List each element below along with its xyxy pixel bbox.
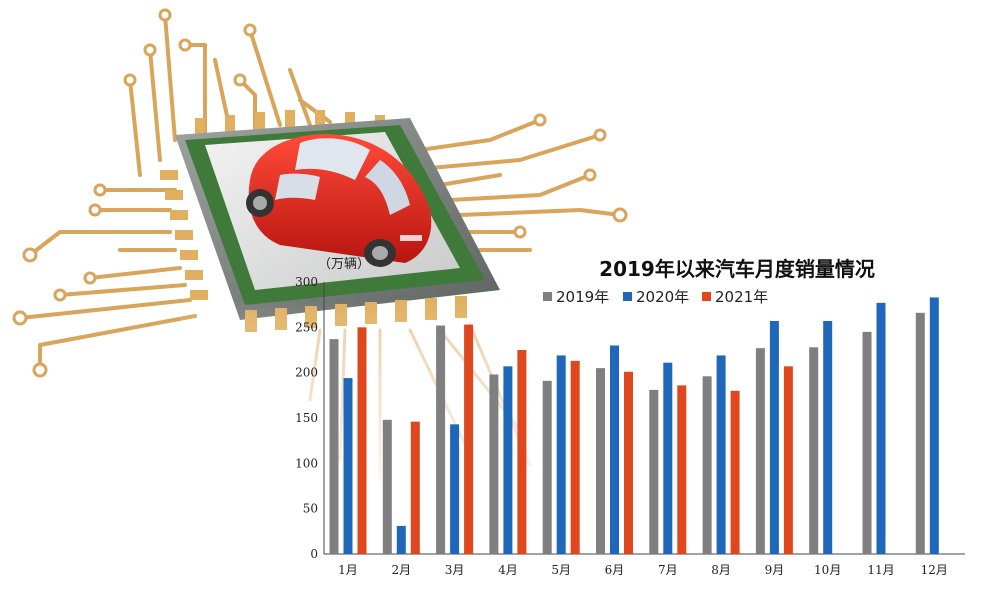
x-tick-label: 12月 — [921, 563, 948, 577]
bar — [716, 355, 726, 554]
bar — [769, 320, 779, 554]
bar — [915, 312, 925, 554]
bar — [730, 390, 740, 554]
bar — [649, 389, 659, 554]
bar — [783, 366, 793, 554]
bar — [677, 385, 687, 554]
x-tick-label: 10月 — [814, 563, 841, 577]
bar — [624, 371, 633, 554]
legend-label-2019: 2019年 — [556, 288, 609, 306]
bar — [542, 380, 552, 554]
x-tick-label: 1月 — [338, 563, 358, 577]
x-tick-label: 5月 — [551, 563, 571, 577]
bar — [823, 320, 833, 554]
bar — [663, 362, 673, 554]
bar — [929, 297, 939, 554]
legend-label-2020: 2020年 — [636, 288, 689, 306]
legend: 2019年 2020年 2021年 — [543, 288, 768, 306]
x-tick-label: 7月 — [658, 563, 678, 577]
bar — [489, 374, 499, 554]
bar — [876, 302, 886, 554]
y-tick-label: 250 — [295, 320, 318, 334]
unit-label: （万辆） — [318, 257, 370, 272]
bar — [410, 421, 420, 554]
y-tick-label: 200 — [295, 366, 318, 380]
bars — [329, 297, 939, 554]
y-tick-label: 150 — [295, 411, 318, 425]
y-tick-label: 300 — [295, 275, 318, 289]
x-tick-label: 2月 — [391, 563, 411, 577]
bar — [755, 348, 765, 554]
bar — [436, 325, 446, 554]
x-tick-label: 8月 — [711, 563, 731, 577]
y-tick-label: 100 — [295, 456, 318, 470]
bar — [343, 378, 353, 554]
bar — [503, 366, 513, 554]
red-car — [246, 134, 432, 267]
bar — [862, 331, 872, 554]
bar — [517, 350, 527, 554]
bar — [357, 327, 367, 554]
circuit-traces — [18, 13, 622, 372]
bar — [556, 355, 566, 554]
circuit-pads — [12, 8, 628, 378]
legend-label-2021: 2021年 — [715, 288, 768, 306]
bar — [809, 347, 819, 554]
bar — [570, 360, 580, 554]
chart-title: 2019年以来汽车月度销量情况 — [599, 257, 875, 281]
legend-swatch-2019 — [543, 292, 552, 301]
legend-swatch-2021 — [702, 292, 711, 301]
x-tick-label: 4月 — [498, 563, 518, 577]
bar — [450, 424, 460, 554]
bar — [396, 525, 406, 554]
y-tick-label: 0 — [310, 547, 318, 561]
x-tick-label: 9月 — [765, 563, 785, 577]
bar — [702, 376, 712, 554]
x-tick-label: 11月 — [867, 563, 894, 577]
bar — [610, 345, 619, 554]
bar — [464, 324, 474, 554]
bar — [329, 339, 339, 554]
x-tick-label: 6月 — [605, 563, 625, 577]
legend-swatch-2020 — [623, 292, 632, 301]
x-tick-label: 3月 — [445, 563, 465, 577]
bar — [596, 368, 605, 554]
bar — [382, 419, 392, 554]
y-tick-label: 50 — [303, 502, 318, 516]
y-ticks: 0 50 100 150 200 250 300 — [295, 275, 318, 561]
x-ticks: 1月 2月 3月 4月 5月 6月 7月 8月 9月 10月 11月 12月 — [338, 563, 948, 577]
